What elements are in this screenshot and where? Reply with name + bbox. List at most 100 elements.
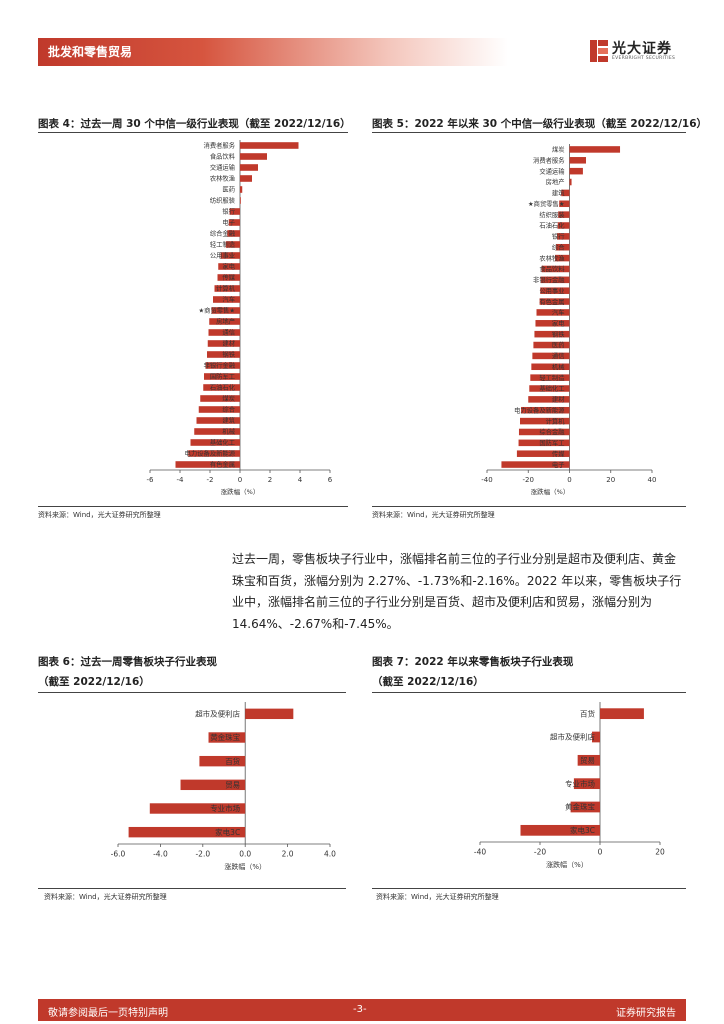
bar-7: [557, 222, 570, 229]
category-label-1: 超市及便利店: [550, 732, 595, 742]
bar-25: [520, 417, 570, 425]
category-label-22: 石油石化: [210, 383, 236, 392]
bar-8: [557, 233, 570, 240]
category-label-13: 计算机: [216, 284, 236, 293]
category-label-20: 非银行金融: [204, 361, 236, 370]
bar-1: [208, 732, 246, 743]
category-label-0: 煤炭: [552, 145, 565, 154]
bar-11: [218, 263, 240, 270]
fig7-title: 图表 7：2022 年以来零售板块子行业表现: [372, 656, 574, 668]
bar-6: [229, 208, 240, 215]
category-label-12: 非银行金融: [533, 275, 565, 284]
bar-22: [529, 385, 570, 392]
category-label-23: 建材: [552, 395, 565, 404]
category-label-5: 家电3C: [215, 827, 240, 837]
fig7-source: 资料来源：Wind，光大证券研究所整理: [376, 893, 499, 901]
fig4-bottom-rule: [38, 506, 348, 507]
category-label-3: 农林牧渔: [210, 174, 235, 183]
bar-23: [200, 395, 240, 402]
bar-5: [240, 197, 241, 204]
body-paragraph: 过去一周，零售板块子行业中，涨幅排名前三位的子行业分别是超市及便利店、黄金珠宝和…: [232, 549, 687, 635]
x-tick-label-2: 0: [567, 476, 571, 484]
bar-2: [577, 754, 600, 766]
category-label-9: 综合: [552, 242, 565, 251]
category-label-1: 消费者服务: [533, 156, 565, 165]
category-label-6: 纺织服装: [539, 210, 565, 219]
x-tick-label-3: 20: [655, 848, 665, 857]
bar-2: [199, 755, 246, 767]
fig7-title-line2: （截至 2022/12/16）: [372, 676, 484, 688]
category-label-4: 医药: [222, 185, 235, 194]
category-label-1: 黄金珠宝: [210, 732, 240, 742]
x-tick-label-0: -40: [474, 848, 486, 857]
category-label-3: 专业市场: [565, 778, 595, 788]
bar-5: [559, 200, 570, 208]
bar-14: [539, 298, 570, 305]
body-paragraph-text: 过去一周，零售板块子行业中，涨幅排名前三位的子行业分别是超市及便利店、黄金珠宝和…: [232, 552, 682, 631]
bar-18: [207, 340, 240, 347]
bar-27: [518, 439, 570, 447]
category-label-29: 有色金属: [210, 460, 235, 469]
category-label-26: 机械: [222, 427, 235, 436]
category-label-9: 轻工制造: [210, 240, 236, 249]
fig6-title: 图表 6：过去一周零售板块子行业表现: [38, 656, 217, 668]
bar-1: [240, 153, 267, 160]
bar-22: [203, 384, 240, 391]
bar-5: [520, 824, 600, 836]
fig4-title-rule: [38, 132, 348, 133]
bar-19: [532, 352, 570, 360]
category-label-21: 国防军工: [210, 372, 235, 381]
bar-26: [194, 428, 240, 435]
bar-9: [225, 241, 240, 248]
category-label-17: 钢铁: [552, 329, 565, 338]
fig6-title-rule: [38, 692, 346, 693]
category-label-0: 消费者服务: [204, 141, 236, 150]
x-tick-label-5: 4.0: [324, 850, 336, 859]
category-label-28: 传媒: [552, 449, 565, 458]
x-tick-label-3: 0.0: [239, 850, 251, 859]
bar-3: [240, 175, 252, 182]
x-tick-label-4: 40: [648, 476, 657, 484]
fig5-title: 图表 5：2022 年以来 30 个中信一级行业表现（截至 2022/12/16…: [372, 118, 708, 130]
category-label-5: 纺织服装: [210, 196, 236, 205]
category-label-7: 电子: [222, 218, 235, 227]
bar-15: [536, 309, 570, 316]
bar-10: [555, 254, 570, 262]
bar-23: [528, 396, 570, 403]
x-tick-label-0: -6: [147, 476, 155, 484]
fig6-bottom-rule: [38, 888, 346, 889]
footer-report-type: 证券研究报告: [616, 1008, 676, 1019]
category-label-10: 农林牧渔: [539, 253, 564, 262]
bar-17: [534, 330, 570, 338]
bar-8: [227, 230, 240, 237]
page-number: -3-: [353, 1004, 367, 1015]
category-label-23: 煤炭: [222, 394, 235, 403]
bar-28: [188, 450, 240, 457]
bar-0: [240, 142, 299, 149]
header-band: [38, 38, 508, 66]
bar-12: [217, 274, 240, 281]
bar-4: [240, 186, 243, 193]
bar-12: [540, 276, 570, 284]
category-label-25: 建筑: [222, 416, 235, 425]
footer-disclaimer: 敬请参阅最后一页特别声明: [48, 1008, 168, 1019]
bar-0: [569, 146, 621, 153]
bar-9: [556, 243, 570, 251]
bar-5: [128, 826, 246, 838]
bar-16: [209, 318, 240, 325]
fig7-bottom-rule: [372, 888, 686, 889]
bar-3: [569, 178, 572, 186]
bar-24: [521, 406, 570, 414]
category-label-4: 建筑: [552, 188, 565, 197]
bar-26: [518, 428, 570, 436]
category-label-0: 超市及便利店: [195, 708, 240, 718]
category-label-18: 建材: [222, 339, 235, 348]
bar-27: [190, 439, 240, 446]
x-tick-label-5: 4: [298, 476, 303, 484]
category-label-26: 综合金融: [539, 427, 565, 436]
bar-7: [228, 219, 240, 226]
category-label-21: 轻工制造: [539, 373, 565, 382]
category-label-18: 医药: [552, 340, 565, 349]
bar-17: [208, 329, 240, 336]
